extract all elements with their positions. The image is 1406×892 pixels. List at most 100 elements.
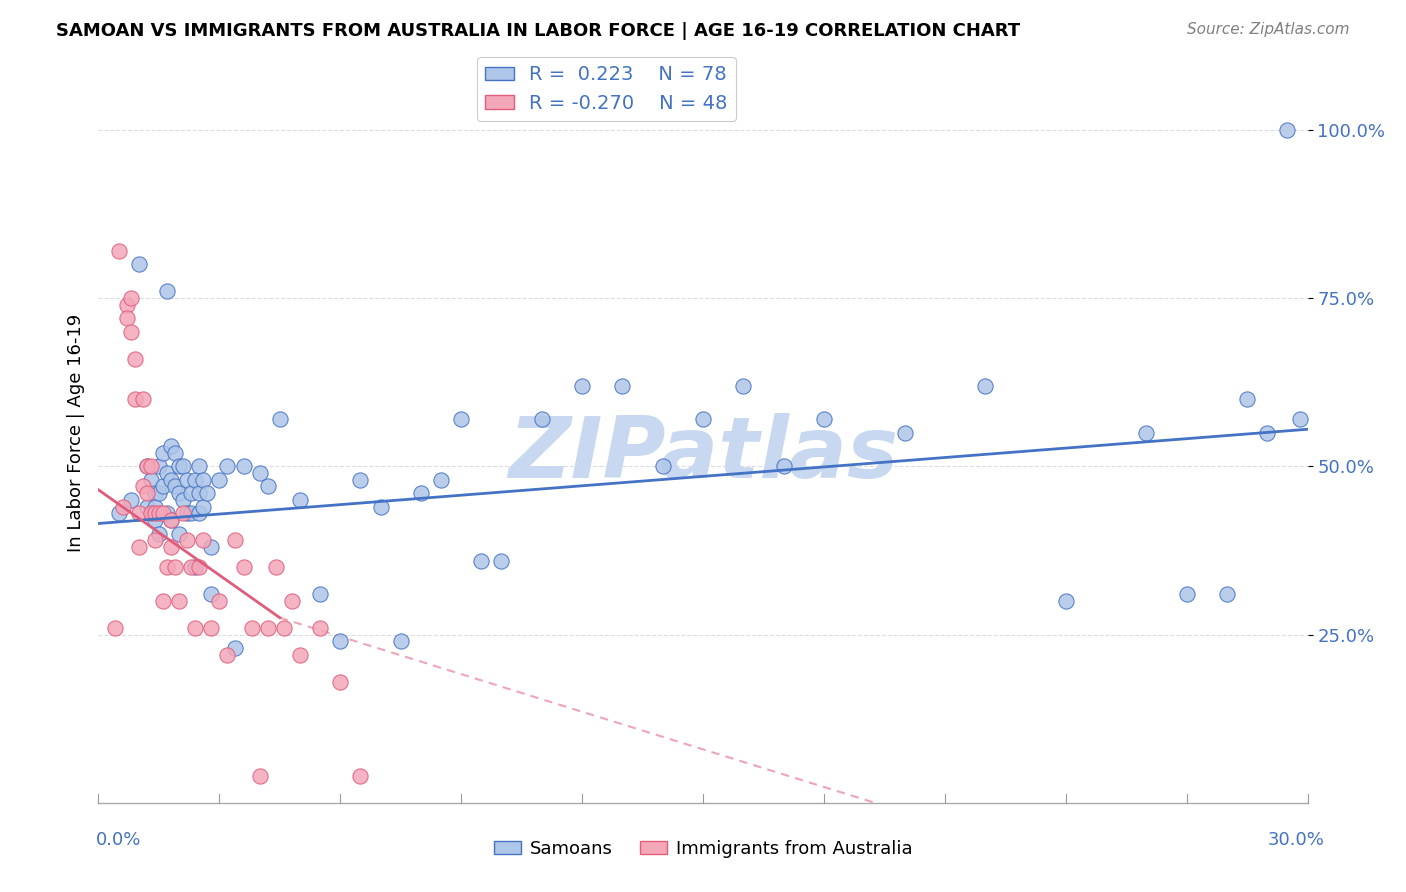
Point: [139, 473, 162, 487]
Point: [1256, 425, 1278, 440]
Point: [217, 459, 239, 474]
Point: [217, 648, 239, 662]
Point: [273, 621, 295, 635]
Point: [132, 392, 155, 406]
Point: [1288, 412, 1310, 426]
Point: [156, 507, 179, 521]
Point: [148, 526, 170, 541]
Point: [156, 560, 179, 574]
Point: [120, 325, 142, 339]
Point: [176, 533, 198, 548]
Point: [143, 533, 166, 548]
Point: [249, 769, 271, 783]
Point: [571, 378, 593, 392]
Point: [163, 560, 186, 574]
Point: [135, 459, 157, 474]
Point: [143, 513, 166, 527]
Point: [180, 486, 202, 500]
Point: [180, 560, 202, 574]
Point: [288, 648, 311, 662]
Point: [530, 412, 553, 426]
Point: [288, 492, 311, 507]
Point: [152, 446, 174, 460]
Point: [1175, 587, 1198, 601]
Point: [1216, 587, 1239, 601]
Point: [1054, 594, 1077, 608]
Point: [184, 560, 207, 574]
Point: [156, 466, 179, 480]
Point: [120, 291, 142, 305]
Point: [232, 560, 254, 574]
Point: [184, 473, 207, 487]
Point: [370, 500, 392, 514]
Point: [148, 459, 170, 474]
Point: [200, 540, 222, 554]
Point: [135, 459, 157, 474]
Point: [167, 594, 190, 608]
Point: [349, 473, 371, 487]
Point: [107, 244, 129, 258]
Point: [107, 507, 129, 521]
Point: [893, 425, 915, 440]
Point: [430, 473, 453, 487]
Point: [132, 479, 155, 493]
Point: [172, 492, 194, 507]
Text: 0.0%: 0.0%: [96, 831, 141, 849]
Point: [450, 412, 472, 426]
Point: [120, 492, 142, 507]
Legend: R =  0.223    N = 78, R = -0.270    N = 48: R = 0.223 N = 78, R = -0.270 N = 48: [477, 57, 735, 120]
Point: [389, 634, 412, 648]
Point: [152, 507, 174, 521]
Point: [156, 285, 179, 299]
Point: [111, 500, 134, 514]
Point: [128, 507, 150, 521]
Y-axis label: In Labor Force | Age 16-19: In Labor Force | Age 16-19: [66, 313, 84, 552]
Point: [160, 473, 183, 487]
Point: [409, 486, 432, 500]
Text: 30.0%: 30.0%: [1268, 831, 1324, 849]
Point: [309, 587, 332, 601]
Point: [115, 298, 138, 312]
Point: [176, 473, 198, 487]
Point: [128, 257, 150, 271]
Point: [208, 594, 231, 608]
Point: [184, 621, 207, 635]
Point: [240, 621, 263, 635]
Point: [651, 459, 673, 474]
Point: [813, 412, 835, 426]
Point: [148, 507, 170, 521]
Point: [491, 553, 513, 567]
Point: [329, 634, 352, 648]
Point: [281, 594, 304, 608]
Point: [128, 540, 150, 554]
Point: [1135, 425, 1157, 440]
Point: [249, 466, 271, 480]
Point: [139, 507, 162, 521]
Point: [224, 640, 246, 655]
Point: [188, 507, 211, 521]
Point: [193, 500, 215, 514]
Point: [208, 473, 231, 487]
Point: [135, 500, 157, 514]
Point: [143, 500, 166, 514]
Point: [264, 560, 287, 574]
Point: [124, 392, 146, 406]
Point: [139, 459, 162, 474]
Point: [172, 459, 194, 474]
Point: [103, 621, 125, 635]
Point: [160, 540, 183, 554]
Point: [176, 507, 198, 521]
Point: [200, 587, 222, 601]
Point: [256, 479, 278, 493]
Point: [733, 378, 755, 392]
Point: [163, 479, 186, 493]
Point: [974, 378, 997, 392]
Point: [180, 507, 202, 521]
Point: [232, 459, 254, 474]
Point: [193, 473, 215, 487]
Point: [160, 513, 183, 527]
Point: [612, 378, 634, 392]
Text: ZIPatlas: ZIPatlas: [508, 413, 898, 496]
Point: [188, 459, 211, 474]
Point: [143, 507, 166, 521]
